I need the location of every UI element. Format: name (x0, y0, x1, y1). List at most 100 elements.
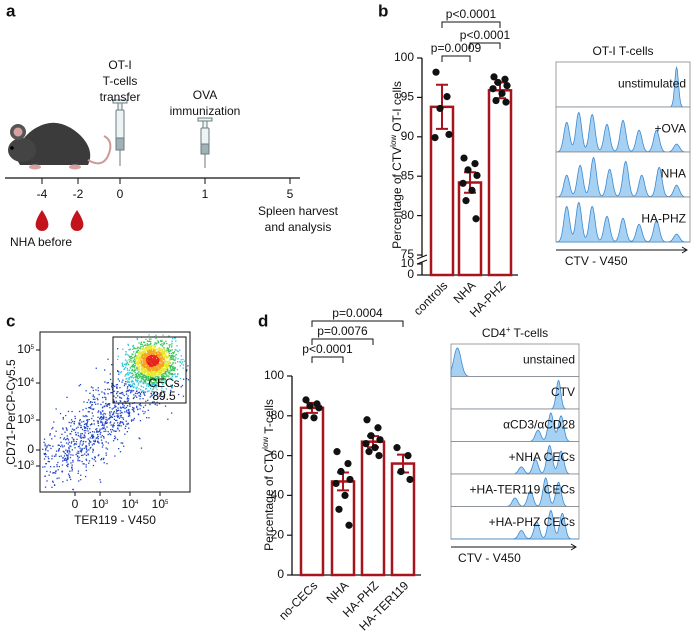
dot (155, 360, 157, 363)
dot (84, 453, 86, 455)
dot (149, 357, 152, 359)
dot (130, 358, 132, 360)
dot (148, 368, 150, 370)
dot (92, 395, 94, 397)
dot (153, 363, 155, 365)
dot (163, 363, 166, 366)
dot (92, 415, 94, 417)
dot (152, 367, 154, 370)
dot (82, 441, 84, 443)
dot (169, 361, 171, 363)
dot (148, 353, 150, 356)
dot (153, 345, 155, 347)
dot (93, 401, 96, 404)
dot (182, 395, 185, 397)
dot (153, 358, 155, 360)
dot (102, 416, 105, 418)
dot (82, 436, 85, 439)
dot (119, 415, 121, 417)
dot (138, 369, 141, 371)
dot (157, 364, 159, 366)
dot (62, 416, 64, 419)
dot (176, 376, 178, 378)
dot (148, 359, 150, 361)
dot (43, 441, 45, 443)
dot (126, 398, 128, 400)
dot (181, 361, 184, 363)
dot (149, 372, 152, 374)
dot (170, 354, 172, 357)
dot (97, 416, 99, 418)
dot (145, 354, 148, 356)
dot (66, 429, 68, 431)
dot (142, 371, 145, 373)
dot (71, 428, 74, 430)
dot (175, 349, 177, 351)
dot (94, 439, 96, 441)
dot (53, 421, 55, 423)
dot (101, 442, 103, 444)
dot (149, 396, 151, 398)
dot (61, 464, 64, 466)
dot (66, 438, 68, 440)
dot (169, 371, 171, 373)
dot (67, 455, 69, 457)
dot (122, 442, 124, 444)
blood-drop (35, 210, 49, 231)
dot (166, 375, 168, 377)
dot (148, 367, 150, 369)
dot (54, 484, 56, 486)
dot (102, 427, 104, 429)
dot (53, 455, 56, 457)
dot (138, 382, 140, 384)
dot (136, 347, 138, 349)
dot (126, 423, 128, 425)
dot (150, 347, 153, 349)
dot (140, 362, 142, 364)
dot (144, 404, 147, 406)
dot (98, 410, 100, 412)
dot (165, 355, 167, 358)
dot (151, 378, 153, 380)
dot (111, 391, 113, 394)
dot (158, 403, 161, 405)
dot (86, 401, 88, 404)
dot (129, 415, 131, 417)
histogram (555, 201, 690, 243)
dot (156, 378, 158, 380)
dot (114, 455, 116, 457)
dot (163, 363, 166, 365)
dot (161, 353, 164, 355)
dot (79, 384, 82, 386)
dot (92, 437, 94, 439)
dot (136, 375, 138, 377)
dot (169, 370, 171, 372)
dot (68, 441, 70, 443)
dot (43, 438, 46, 440)
dot (128, 398, 130, 400)
dot (105, 420, 107, 423)
dot (139, 408, 141, 410)
dot (173, 369, 175, 371)
dot (146, 357, 148, 359)
dot (88, 460, 91, 462)
dot (80, 433, 82, 435)
dot (173, 359, 175, 361)
p-value: p<0.0001 (460, 28, 511, 42)
dot (155, 366, 157, 368)
dot (161, 387, 163, 389)
dot (140, 381, 142, 383)
dot (129, 390, 132, 392)
dot (134, 363, 136, 365)
dot (72, 454, 74, 456)
dot (131, 361, 133, 363)
dot (149, 370, 152, 372)
histogram (451, 509, 579, 540)
significance-bracket (311, 320, 404, 327)
dot (167, 371, 169, 374)
dot (130, 420, 133, 422)
dot (141, 363, 143, 365)
dot (96, 397, 98, 400)
dot (153, 374, 155, 377)
dot (112, 424, 114, 426)
